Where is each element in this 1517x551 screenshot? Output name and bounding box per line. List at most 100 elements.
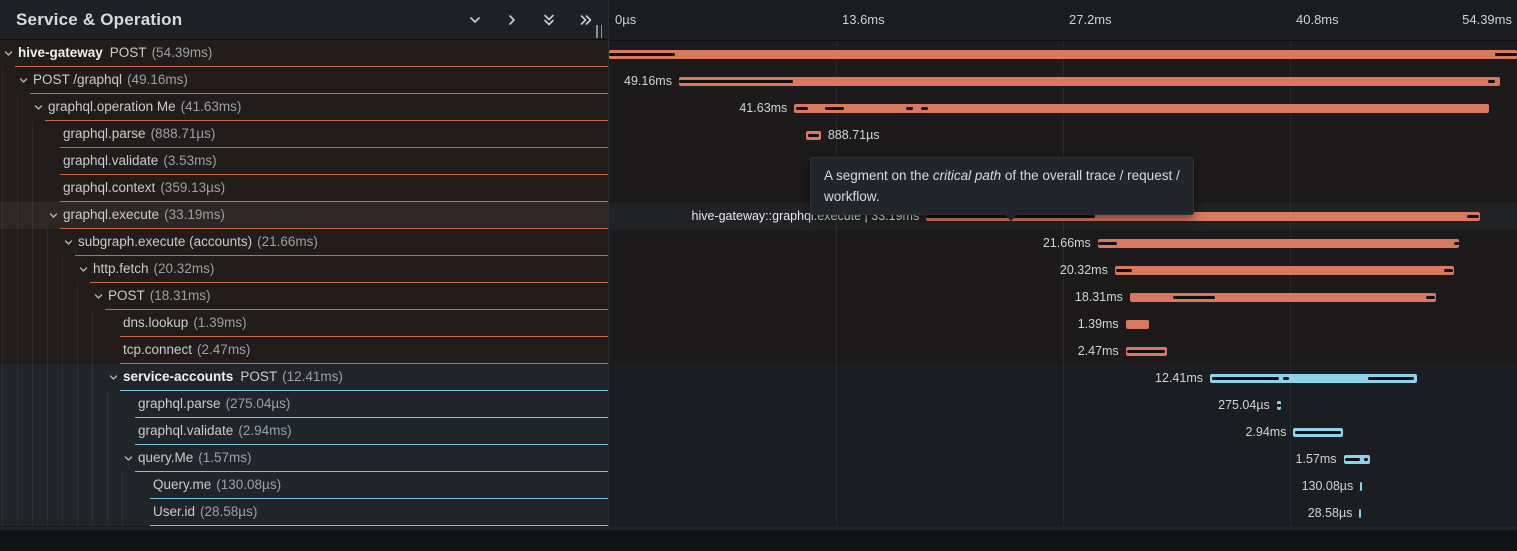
row-chevron-down-icon[interactable] [48,210,59,221]
span-label: User.id (28.58µs) [153,499,257,525]
operation-duration: (33.19ms) [164,207,225,222]
timeline-row: 41.63ms [609,95,1517,122]
row-underline [30,93,608,94]
indent-guide [2,337,3,364]
critical-path-segment [1426,296,1435,299]
operation-duration: (2.94ms) [238,423,292,438]
span-label: subgraph.execute (accounts) (21.66ms) [78,229,318,255]
indent-guide [32,364,33,391]
indent-guide [32,445,33,472]
tree-row[interactable]: hive-gateway POST (54.39ms) [0,40,608,67]
row-chevron-down-icon[interactable] [123,453,134,464]
critical-path-segment [795,107,808,110]
indent-guide [62,256,63,283]
tree-row[interactable]: graphql.validate (2.94ms) [0,418,608,445]
span-bar[interactable] [1114,266,1455,275]
timeline-row: 130.08µs [609,473,1517,500]
indent-guide [107,499,108,526]
span-label: graphql.parse (275.04µs) [138,391,290,417]
indent-guide [17,148,18,175]
tree-row[interactable]: User.id (28.58µs) [0,499,608,526]
indent-guide [17,121,18,148]
row-chevron-down-icon[interactable] [3,48,14,59]
tree-row[interactable]: graphql.parse (888.71µs) [0,121,608,148]
operation-name: graphql.validate [63,153,159,168]
indent-guide [2,310,3,337]
span-bar[interactable] [1129,293,1436,302]
chevron-down-icon[interactable] [467,12,483,28]
tree-row[interactable]: graphql.validate (3.53ms) [0,148,608,175]
operation-duration: (130.08µs) [216,477,282,492]
panel-resize-grip[interactable] [596,25,604,38]
operation-duration: (41.63ms) [180,99,242,114]
span-bar[interactable] [1125,320,1149,329]
span-bar[interactable] [609,50,1517,59]
timeline-tick-label: 27.2ms [1069,12,1112,27]
tree-row[interactable]: dns.lookup (1.39ms) [0,310,608,337]
row-chevron-down-icon[interactable] [78,264,89,275]
critical-path-segment [1127,350,1165,353]
critical-path-segment [678,80,793,83]
operation-duration: (20.32ms) [153,261,215,276]
indent-guide [32,202,33,229]
indent-guide [62,472,63,499]
chevron-right-icon[interactable] [504,12,520,28]
operation-name: subgraph.execute (accounts) [78,234,253,249]
span-bar[interactable] [1360,482,1363,491]
row-chevron-down-icon[interactable] [18,75,29,86]
span-bar[interactable] [794,104,1490,113]
operation-duration: (275.04µs) [225,396,291,411]
indent-guide [77,391,78,418]
operation-duration: (888.71µs) [150,126,216,141]
span-duration-label: 275.04µs [1218,398,1270,412]
critical-path-segment [1453,242,1459,245]
operation-duration: (12.41ms) [282,369,343,384]
double-chevron-down-icon[interactable] [541,12,557,28]
span-bar[interactable] [1209,374,1418,383]
row-underline [60,174,608,175]
tree-row[interactable]: http.fetch (20.32ms) [0,256,608,283]
tree-row[interactable]: tcp.connect (2.47ms) [0,337,608,364]
span-bar[interactable] [926,212,1481,221]
indent-guide [17,229,18,256]
indent-guide [92,391,93,418]
indent-guide [62,391,63,418]
operation-duration: (1.57ms) [198,450,252,465]
indent-guide [62,337,63,364]
row-chevron-down-icon[interactable] [108,372,119,383]
indent-guide [17,256,18,283]
span-bar[interactable] [1359,509,1362,518]
span-bar[interactable] [678,77,1500,86]
tree-row[interactable]: POST (18.31ms) [0,283,608,310]
operation-name: POST [240,369,278,384]
tree-row[interactable]: subgraph.execute (accounts) (21.66ms) [0,229,608,256]
tree-row[interactable]: graphql.parse (275.04µs) [0,391,608,418]
indent-guide [77,310,78,337]
tree-row[interactable]: query.Me (1.57ms) [0,445,608,472]
row-chevron-down-icon[interactable] [93,291,104,302]
operation-name: POST [108,288,145,303]
timeline-row: 12.41ms [609,365,1517,392]
indent-guide [2,202,3,229]
indent-guide [2,148,3,175]
row-underline [150,525,608,526]
indent-guide [122,499,123,526]
tree-row[interactable]: Query.me (130.08µs) [0,472,608,499]
indent-guide [32,310,33,337]
row-chevron-down-icon[interactable] [33,102,44,113]
timeline-row: 2.94ms [609,419,1517,446]
tree-row[interactable]: graphql.context (359.13µs) [0,175,608,202]
tree-row[interactable]: graphql.execute (33.19ms) [0,202,608,229]
critical-path-segment [1443,269,1453,272]
tree-row[interactable]: graphql.operation Me (41.63ms) [0,94,608,121]
span-bar[interactable] [1097,239,1460,248]
span-duration-label: 21.66ms [1042,236,1091,250]
indent-guide [17,499,18,526]
critical-path-segment [1467,215,1479,218]
double-chevron-right-icon[interactable] [578,12,594,28]
tree-row[interactable]: POST /graphql (49.16ms) [0,67,608,94]
span-label: graphql.context (359.13µs) [63,175,225,201]
row-chevron-down-icon[interactable] [63,237,74,248]
tree-row[interactable]: service-accounts POST (12.41ms) [0,364,608,391]
indent-guide [92,364,93,391]
